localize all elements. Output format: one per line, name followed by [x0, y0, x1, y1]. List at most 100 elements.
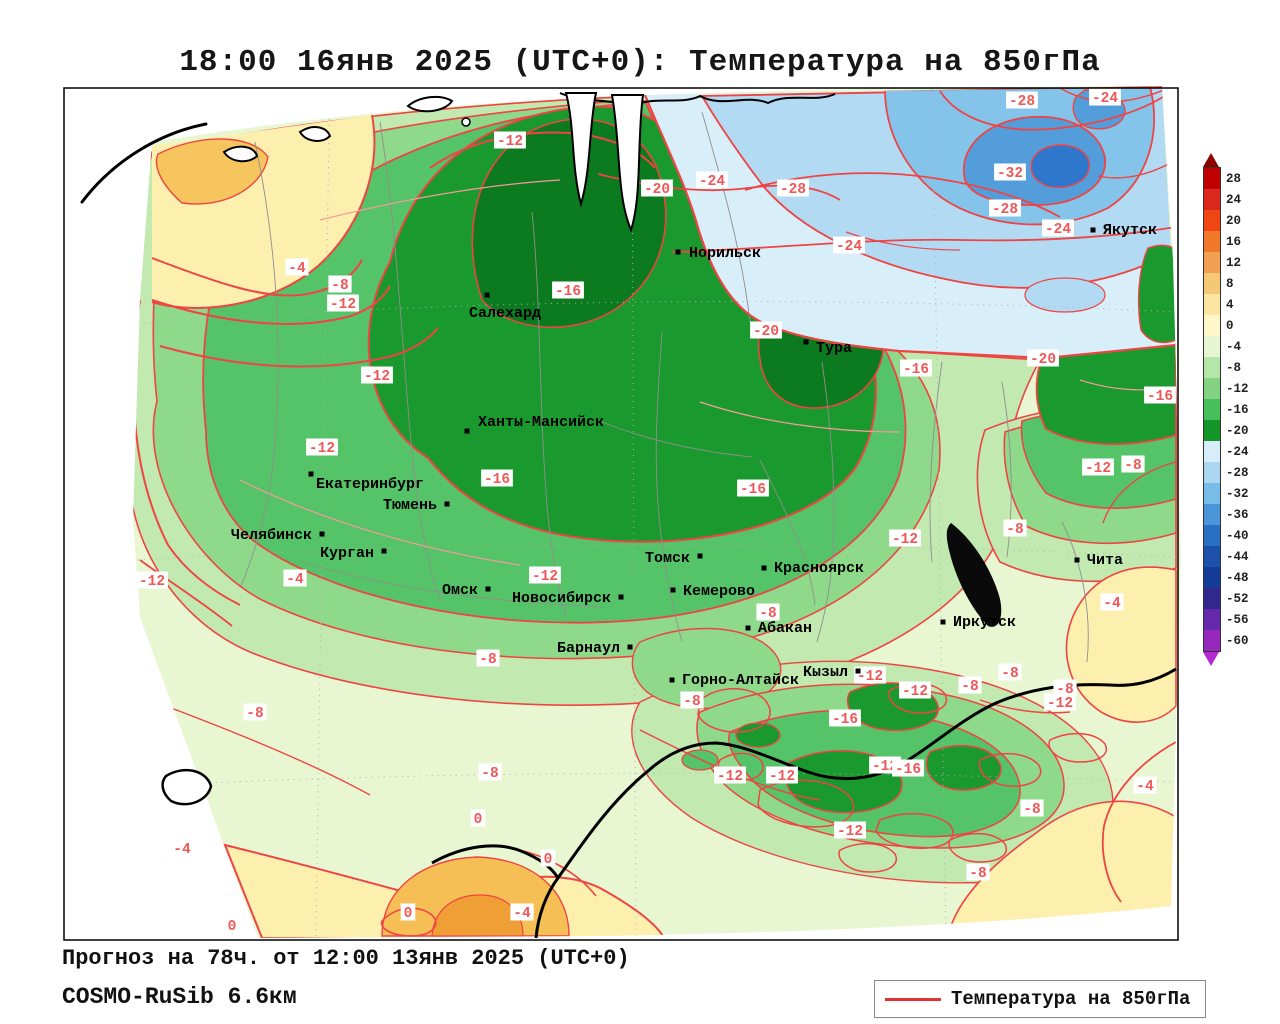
contour-label: -8: [958, 676, 982, 695]
city-marker: Курган: [320, 545, 387, 562]
svg-text:-24: -24: [1045, 222, 1071, 238]
svg-text:-32: -32: [997, 166, 1023, 182]
contour-label: -16: [552, 281, 584, 300]
city-dot: [669, 677, 675, 683]
contour-label: -20: [641, 179, 673, 198]
city-marker: Тюмень: [383, 497, 450, 514]
svg-text:-8: -8: [481, 766, 498, 782]
contour-label: -8: [476, 649, 500, 668]
colorbar-segment: 8: [1203, 273, 1234, 294]
city-marker: Барнаул: [557, 640, 633, 657]
colorbar-segment: -8: [1203, 357, 1241, 378]
contour-label: -12: [361, 366, 393, 385]
contour-label: -8: [328, 275, 352, 294]
svg-text:-8: -8: [759, 606, 776, 622]
contour-label: 0: [470, 809, 486, 828]
contour-label: -8: [1003, 519, 1027, 538]
colorbar-segment: -40: [1203, 525, 1249, 546]
colorbar-tick-label: -56: [1226, 612, 1249, 627]
contour-label: -16: [892, 759, 924, 778]
colorbar-tick-label: -8: [1226, 360, 1242, 375]
city-dot: [1074, 557, 1080, 563]
forecast-info: Прогноз на 78ч. от 12:00 13янв 2025 (UTC…: [62, 946, 630, 971]
city-marker: Кемерово: [670, 583, 755, 600]
svg-text:0: 0: [474, 812, 483, 828]
svg-text:-12: -12: [330, 297, 356, 313]
city-dot: [670, 587, 676, 593]
svg-text:-20: -20: [753, 324, 779, 340]
svg-text:-12: -12: [1085, 461, 1111, 477]
contour-label: -12: [766, 766, 798, 785]
city-marker: Иркутск: [940, 614, 1016, 631]
colorbar-tick-label: -40: [1226, 528, 1249, 543]
city-marker: Красноярск: [761, 560, 864, 577]
city-marker: Якутск: [1090, 222, 1157, 239]
colorbar-tick-label: -32: [1226, 486, 1249, 501]
contour-label: -4: [285, 258, 309, 277]
svg-text:-16: -16: [895, 762, 921, 778]
city-label: Курган: [320, 545, 374, 562]
contour-label: -4: [170, 839, 194, 858]
svg-text:-4: -4: [1136, 779, 1154, 795]
svg-text:-8: -8: [1001, 666, 1018, 682]
colorbar-tick-label: -20: [1226, 423, 1249, 438]
contour-label: -28: [989, 199, 1021, 218]
svg-text:-16: -16: [555, 284, 581, 300]
city-marker: Ханты-Мансийск: [464, 414, 604, 434]
contour-label: 0: [224, 916, 240, 935]
colorbar-segment: 28: [1203, 167, 1241, 189]
contour-label: -8: [998, 663, 1022, 682]
svg-text:-12: -12: [857, 669, 883, 685]
colorbar-segment: -28: [1203, 462, 1249, 483]
colorbar-tick-label: 20: [1226, 213, 1242, 228]
svg-text:0: 0: [544, 852, 553, 868]
colorbar-tick-label: -44: [1226, 549, 1249, 564]
city-dot: [855, 668, 861, 674]
colorbar-segment: -24: [1203, 441, 1249, 462]
colorbar-segment: -48: [1203, 567, 1249, 588]
city-label: Кызыл: [803, 664, 848, 681]
contour-label: -8: [966, 863, 990, 882]
contour-label: -12: [136, 571, 168, 590]
temperature-contours: [133, 87, 1177, 937]
city-label: Новосибирск: [512, 590, 611, 607]
temperature-line-symbol: [885, 997, 941, 1001]
city-dot: [484, 292, 490, 298]
colorbar-tick-label: -24: [1226, 444, 1249, 459]
city-dot: [618, 594, 624, 600]
colorbar-segment: 12: [1203, 252, 1241, 273]
svg-text:-20: -20: [644, 182, 670, 198]
city-label: Екатеринбург: [316, 476, 424, 493]
svg-text:-28: -28: [780, 182, 806, 198]
contour-label: -12: [529, 566, 561, 585]
colorbar-segment: -4: [1203, 336, 1241, 357]
contour-label: -8: [680, 691, 704, 710]
contour-label: -16: [481, 469, 513, 488]
contour-label: -28: [1006, 91, 1038, 110]
city-dot: [464, 428, 470, 434]
svg-text:-12: -12: [497, 134, 523, 150]
colorbar-segment: -12: [1203, 378, 1249, 399]
city-dot: [485, 586, 491, 592]
city-marker: Омск: [442, 582, 491, 599]
svg-text:-4: -4: [288, 261, 306, 277]
city-dot: [319, 531, 325, 537]
admin-boundaries: [240, 111, 1089, 663]
colorbar-tick-label: -60: [1226, 633, 1249, 648]
contour-label: -4: [1133, 776, 1157, 795]
legend-label: Температура на 850гПа: [951, 988, 1191, 1010]
colorbar-overflow-triangle-bottom: [1203, 652, 1219, 666]
city-dot: [444, 501, 450, 507]
colorbar-tick-label: -16: [1226, 402, 1249, 417]
city-label: Челябинск: [231, 527, 312, 544]
svg-text:-8: -8: [969, 866, 986, 882]
contour-label: -20: [750, 321, 782, 340]
map-title: 18:00 16янв 2025 (UTC+0): Температура на…: [179, 44, 1101, 80]
map-frame: [63, 87, 1179, 941]
svg-text:-16: -16: [832, 712, 858, 728]
contour-label: -12: [854, 666, 886, 685]
contour-label: -12: [1082, 458, 1114, 477]
contour-label: -8: [478, 763, 502, 782]
contour-label: -24: [1089, 88, 1121, 107]
svg-text:-8: -8: [331, 278, 348, 294]
